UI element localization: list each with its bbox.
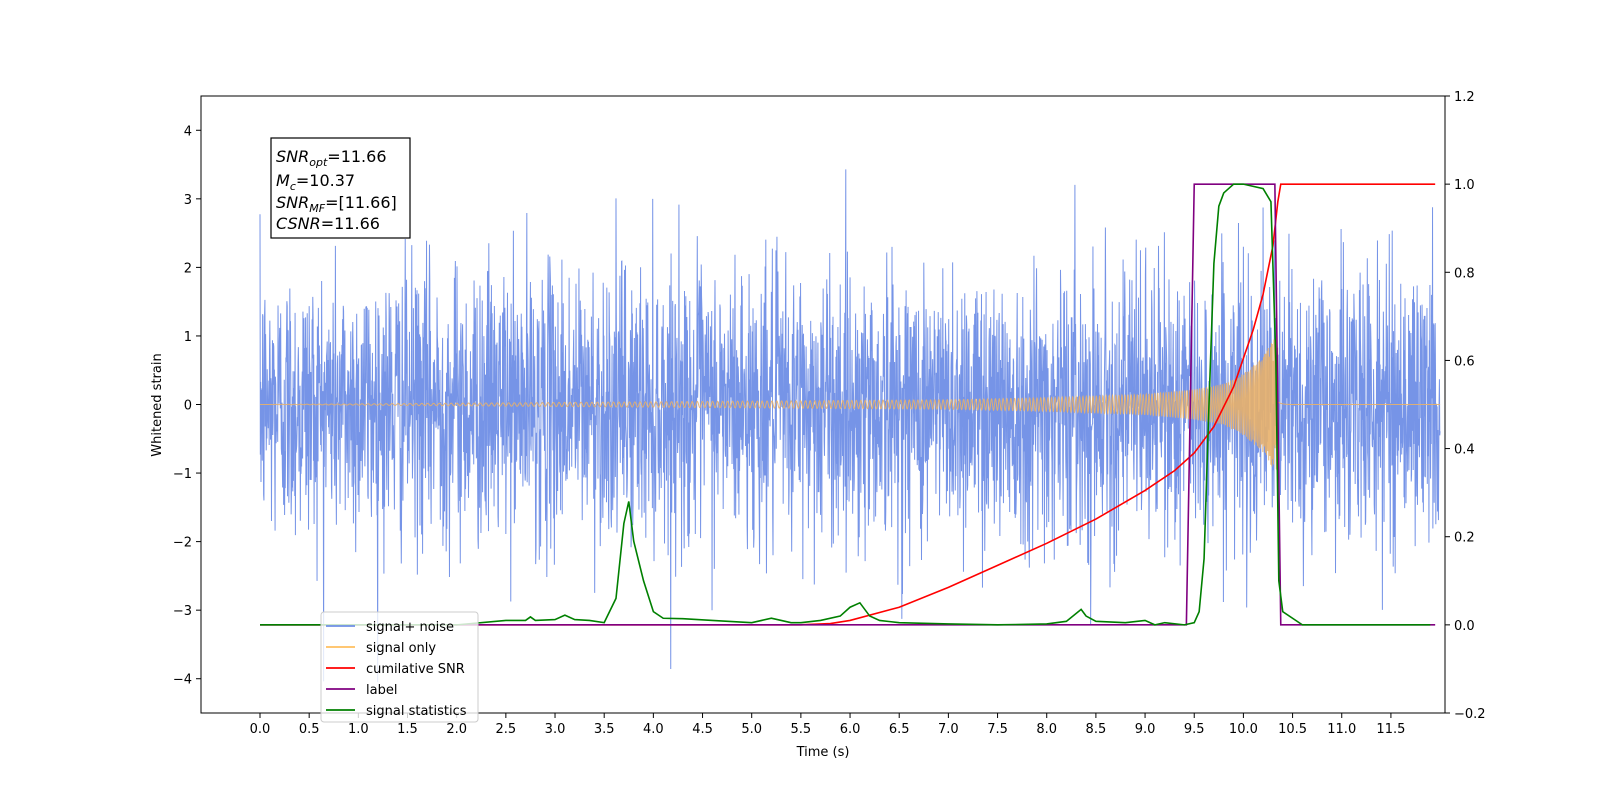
x-tick-label: 9.0	[1135, 722, 1156, 737]
info-csnr: CSNR=11.66	[276, 214, 380, 233]
series-cumulative-snr	[260, 183, 1436, 626]
y-left-tick-label: 2	[184, 261, 192, 276]
x-tick-label: 4.0	[643, 722, 664, 737]
x-tick-label: 9.5	[1184, 722, 1205, 737]
legend-label: label	[366, 683, 397, 698]
x-axis: 0.0 0.5 1.0 1.5 2.0 2.5 3.0 3.5 4.0 4.5 5.0 5.5 6.0 6…	[250, 713, 1405, 737]
x-tick-label: 1.0	[348, 722, 369, 737]
y-right-tick-label: 1.2	[1454, 90, 1475, 105]
plot-layer	[259, 169, 1441, 683]
y-right-tick-label: 0.8	[1454, 266, 1475, 281]
x-tick-label: 5.5	[791, 722, 812, 737]
series-signal-only	[260, 337, 1441, 471]
x-axis-label: Time (s)	[796, 745, 850, 760]
x-tick-label: 1.5	[397, 722, 418, 737]
y-right-tick-label: 1.0	[1454, 178, 1475, 193]
series-signal-statistics	[260, 183, 1431, 626]
y-right-tick-label: 0.4	[1454, 443, 1475, 458]
x-tick-label: 10.5	[1278, 722, 1307, 737]
x-tick-label: 10.0	[1229, 722, 1258, 737]
y-right-tick-label: −0.2	[1454, 707, 1486, 722]
x-tick-label: 7.5	[987, 722, 1008, 737]
x-tick-label: 0.5	[299, 722, 320, 737]
x-tick-label: 7.0	[938, 722, 959, 737]
info-chirp-mass: Mc=10.37	[276, 171, 355, 193]
legend: signal+ noise signal only cumilative SNR la…	[320, 611, 479, 723]
y-right-tick-label: 0.0	[1454, 619, 1475, 634]
y-left-tick-label: 4	[184, 124, 192, 139]
info-box: SNRopt=11.66 Mc=10.37 SNRMF=[11.66] CSNR…	[270, 137, 411, 239]
x-tick-label: 3.5	[594, 722, 615, 737]
x-tick-label: 6.5	[889, 722, 910, 737]
x-tick-label: 4.5	[692, 722, 713, 737]
y-left-tick-label: 3	[184, 193, 192, 208]
y-right-tick-label: 0.6	[1454, 354, 1475, 369]
x-tick-label: 8.5	[1086, 722, 1107, 737]
series-signal-plus-noise	[259, 169, 1441, 683]
y-left-tick-label: −4	[173, 673, 192, 688]
y-axis-right: −0.2 0.0 0.2 0.4 0.6 0.8 1.0 1.2	[1445, 90, 1486, 722]
legend-label: signal+ noise	[366, 620, 454, 635]
legend-label: cumilative SNR	[366, 662, 465, 677]
y-left-tick-label: −1	[173, 467, 192, 482]
legend-frame	[320, 611, 479, 723]
x-tick-label: 3.0	[545, 722, 566, 737]
info-snr-mf: SNRMF=[11.66]	[276, 193, 397, 215]
x-tick-label: 6.0	[840, 722, 861, 737]
x-tick-label: 11.0	[1327, 722, 1356, 737]
x-tick-label: 11.5	[1376, 722, 1405, 737]
legend-label: signal only	[366, 641, 436, 656]
x-tick-label: 8.0	[1036, 722, 1057, 737]
x-tick-label: 5.0	[741, 722, 762, 737]
y-left-tick-label: −3	[173, 604, 192, 619]
y-left-tick-label: −2	[173, 536, 192, 551]
x-tick-label: 0.0	[250, 722, 271, 737]
x-tick-label: 2.5	[496, 722, 517, 737]
x-tick-label: 2.0	[446, 722, 467, 737]
legend-label: signal statistics	[366, 704, 467, 719]
y-left-tick-label: 1	[184, 330, 192, 345]
info-snr-opt: SNRopt=11.66	[276, 147, 387, 169]
y-right-tick-label: 0.2	[1454, 531, 1475, 546]
info-box-frame	[270, 137, 411, 239]
y-left-tick-label: 0	[184, 399, 192, 414]
y-axis-label: Whitened strain	[150, 353, 165, 456]
y-axis-left: −4 −3 −2 −1 0 1 2 3 4	[173, 124, 201, 688]
